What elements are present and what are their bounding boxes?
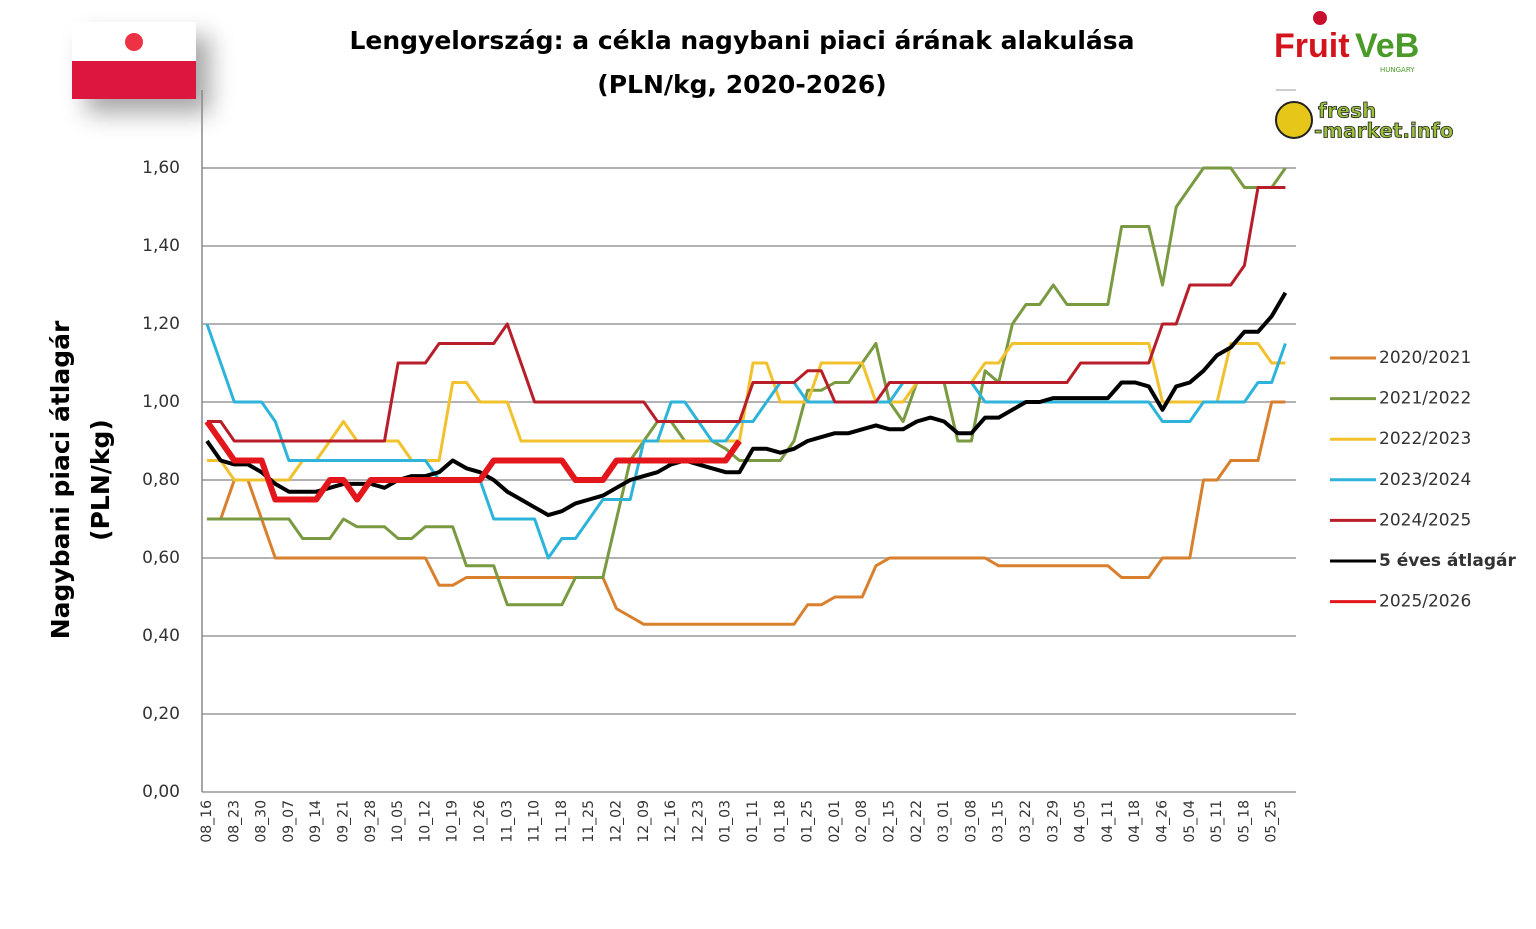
series-line — [207, 166, 1287, 607]
logo-text: Fruit — [1274, 27, 1350, 65]
x-tick-label: 02_22 — [909, 800, 925, 843]
x-tick-label: 12_02 — [609, 800, 625, 843]
x-tick-label: 09_21 — [336, 800, 352, 843]
logo-cherry — [1313, 11, 1327, 25]
x-tick-label: 10_26 — [472, 800, 488, 843]
x-tick-label: 03_29 — [1045, 800, 1061, 843]
legend: 2020/2021 2021/2022 2022/2023 2023/2024 2024… — [1330, 348, 1516, 612]
y-tick-label: 1,20 — [142, 314, 180, 334]
x-tick-label: 05_11 — [1209, 800, 1225, 843]
x-tick-label: 10_19 — [445, 800, 461, 843]
x-tick-label: 03_22 — [1018, 800, 1034, 843]
x-tick-label: 04_05 — [1073, 800, 1089, 843]
y-tick-label: 1,60 — [142, 158, 180, 178]
x-tick-label: 12_09 — [636, 800, 652, 843]
x-tick-label: 01_03 — [718, 800, 734, 843]
x-tick-label: 12_23 — [690, 800, 706, 843]
legend-label: 2023/2024 — [1379, 470, 1471, 490]
y-axis-label: (PLN/kg) — [86, 419, 115, 541]
y-axis-label: Nagybani piaci átlagár — [46, 320, 75, 639]
logo-text: fresh — [1318, 99, 1376, 123]
y-tick-label: 1,40 — [142, 236, 180, 256]
x-tick-label: 01_25 — [800, 800, 816, 843]
x-tick-label: 08_16 — [199, 800, 215, 843]
x-tick-label: 04_11 — [1100, 800, 1116, 843]
x-tick-label: 09_07 — [281, 800, 297, 843]
x-tick-label: 02_01 — [827, 800, 843, 843]
x-tick-label: 11_18 — [554, 800, 570, 843]
x-tick-label: 03_01 — [936, 800, 952, 843]
x-tick-label: 01_18 — [772, 800, 788, 843]
x-tick-label: 10_05 — [390, 800, 406, 843]
x-tick-label: 12_16 — [663, 800, 679, 843]
series-line — [207, 400, 1286, 626]
flag-red — [72, 61, 196, 99]
x-tick-label: 04_18 — [1127, 800, 1143, 843]
x-tick-label: 09_14 — [308, 800, 324, 843]
x-tick-label: 11_10 — [527, 800, 543, 843]
logo-text: -market.info — [1314, 119, 1454, 143]
x-tick-label: 08_23 — [226, 800, 242, 843]
y-tick-label: 0,80 — [142, 470, 180, 490]
x-tick-label: 11_25 — [581, 800, 597, 843]
chart-title: Lengyelország: a cékla nagybani piaci ár… — [349, 26, 1134, 55]
legend-label: 5 éves átlagár — [1379, 551, 1516, 571]
x-tick-label: 05_04 — [1182, 800, 1198, 843]
x-tick-label: 08_30 — [254, 800, 270, 843]
x-axis: 08_16 08_23 08_30 09_07 09_14 09_21 09_28 10_05… — [199, 800, 1280, 843]
y-tick-label: 0,00 — [142, 782, 180, 802]
legend-label: 2025/2026 — [1379, 592, 1471, 612]
grid: 0,00 0,20 0,40 0,60 0,80 1,00 1,20 1,40 1,60 — [142, 158, 1296, 802]
logo-freshmarket: fresh -market.info — [1275, 98, 1454, 143]
logo-fruitveb: Fruit VeB HUNGARY — [1274, 11, 1419, 91]
legend-label: 2021/2022 — [1379, 389, 1471, 409]
x-tick-label: 01_11 — [745, 800, 761, 843]
legend-label: 2024/2025 — [1379, 510, 1471, 530]
x-tick-label: 09_28 — [363, 800, 379, 843]
series-line — [207, 186, 1286, 443]
series-line — [205, 291, 1288, 518]
x-tick-label: 02_15 — [882, 800, 898, 843]
x-tick-label: 03_08 — [963, 800, 979, 843]
plot — [204, 166, 1288, 626]
series-line — [205, 323, 1287, 560]
x-tick-label: 05_18 — [1236, 800, 1252, 843]
logo-sub: HUNGARY — [1380, 66, 1415, 74]
logo-text: VeB — [1355, 27, 1419, 65]
series-line — [204, 419, 742, 503]
flag-emblem — [125, 33, 143, 51]
y-tick-label: 0,20 — [142, 704, 180, 724]
x-tick-label: 05_25 — [1264, 800, 1280, 843]
legend-label: 2020/2021 — [1379, 348, 1471, 368]
x-tick-label: 11_03 — [499, 800, 515, 843]
y-tick-label: 1,00 — [142, 392, 180, 412]
y-tick-label: 0,40 — [142, 626, 180, 646]
x-tick-label: 04_26 — [1155, 800, 1171, 843]
chart-subtitle: (PLN/kg, 2020-2026) — [597, 70, 886, 99]
legend-label: 2022/2023 — [1379, 429, 1471, 449]
y-tick-label: 0,60 — [142, 548, 180, 568]
x-tick-label: 03_15 — [991, 800, 1007, 843]
logo-icon — [1275, 101, 1313, 139]
x-tick-label: 10_12 — [417, 800, 433, 843]
flag — [72, 22, 196, 99]
x-tick-label: 02_08 — [854, 800, 870, 843]
